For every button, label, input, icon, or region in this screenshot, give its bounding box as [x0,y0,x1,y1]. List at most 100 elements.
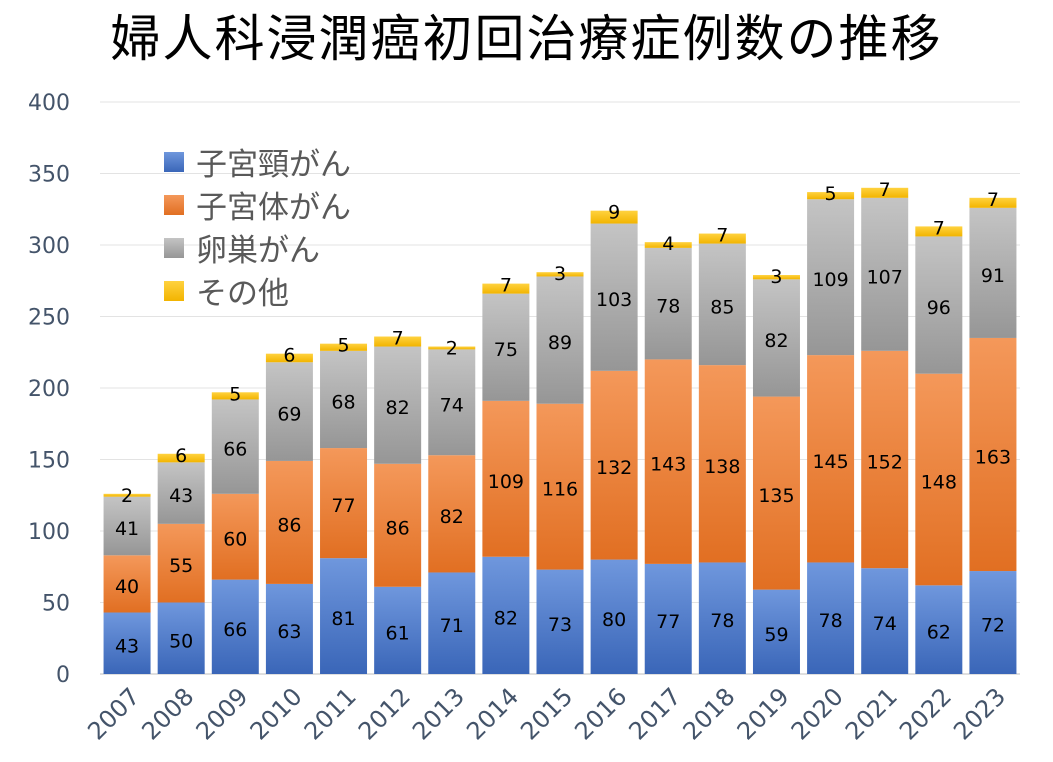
y-tick-label: 50 [42,592,70,617]
bar-segment [536,569,584,674]
data-label: 9 [608,202,620,224]
data-label: 82 [494,607,518,629]
x-tick-label: 2018 [678,682,741,745]
bar-segment [211,399,259,494]
data-label: 73 [548,614,572,636]
bar-segment [644,247,692,360]
data-label: 2 [121,485,133,507]
data-label: 116 [542,479,578,501]
data-label: 86 [386,517,410,539]
bar-segment [157,462,205,524]
data-label: 7 [933,217,945,239]
bar-segment [698,243,746,366]
bar-segment [482,400,530,557]
data-label: 69 [277,404,301,426]
data-label: 43 [169,485,193,507]
bar-segment [428,346,476,350]
bar-segment [590,370,638,560]
data-label: 71 [440,615,464,637]
bar-segment [211,579,259,674]
data-label: 135 [758,485,794,507]
bar-segment [374,346,422,464]
bar-segment [428,455,476,573]
data-label: 7 [392,328,404,350]
y-axis-labels: 0 50 100 150 200 250 300 350 400 [28,91,70,688]
y-tick-label: 300 [28,234,70,259]
data-label: 5 [229,383,241,405]
bar-segment [428,349,476,456]
bar-segment [320,558,368,674]
y-tick-label: 0 [56,663,70,688]
data-label: 74 [873,613,897,635]
bar-segment [482,283,530,294]
x-tick-label: 2013 [407,682,470,745]
bar-segment [915,373,963,586]
bar-segment [915,585,963,674]
bar-segment [265,353,313,363]
bar-segment [590,559,638,674]
legend-item-endometrial: 子宮体がん [164,183,351,226]
data-label: 66 [223,439,247,461]
bar-segment [807,355,855,563]
bar-segment [698,562,746,674]
bar-segment [861,568,909,674]
data-label: 75 [494,339,518,361]
chart-title: 婦人科浸潤癌初回治療症例数の推移 [110,10,943,68]
y-tick-label: 250 [28,306,70,331]
bar-segment [969,571,1017,674]
bar-segment [969,197,1017,208]
data-label: 82 [386,397,410,419]
bar-segment [320,448,368,559]
bar-segment [157,453,205,463]
legend: 子宮頸がん 子宮体がん 卵巣がん その他 [164,140,351,312]
bar-segment [103,496,151,556]
data-label: 55 [169,555,193,577]
bar-segment [807,192,855,200]
bar-segment [374,463,422,587]
data-label: 163 [975,446,1011,468]
data-label: 43 [115,635,139,657]
x-tick-label: 2012 [353,682,416,745]
data-label: 82 [440,506,464,528]
data-label: 78 [818,610,842,632]
bar-segment [103,493,151,497]
data-label: 148 [921,472,957,494]
data-label: 138 [704,456,740,478]
data-label: 7 [987,189,999,211]
bar-segment [807,199,855,356]
legend-swatch-endometrial [164,194,184,215]
bar-segment [915,226,963,237]
y-tick-label: 100 [28,520,70,545]
bar-segment [536,276,584,404]
data-label: 59 [764,624,788,646]
data-label: 50 [169,630,193,652]
bar-segment [861,187,909,198]
legend-label-ovarian: 卵巣がん [196,233,320,269]
bar-segment [698,365,746,563]
x-tick-label: 2017 [623,682,686,745]
data-label: 85 [710,296,734,318]
x-tick-label: 2008 [136,682,199,745]
data-label: 7 [879,179,891,201]
bar-segment [265,460,313,584]
data-label: 145 [812,451,848,473]
data-label: 78 [656,296,680,318]
bar-segment [482,293,530,401]
legend-item-other: その他 [164,269,351,312]
y-tick-label: 350 [28,163,70,188]
data-label: 3 [770,266,782,288]
data-label: 86 [277,514,301,536]
x-tick-label: 2015 [515,682,578,745]
bar-segment [752,279,800,397]
data-label: 109 [488,471,524,493]
data-label: 89 [548,332,572,354]
bar-segment [752,589,800,674]
bar-segment [969,207,1017,338]
x-tick-label: 2023 [948,682,1011,745]
bar-segment [103,612,151,674]
data-label: 152 [867,452,903,474]
bar-segment [644,359,692,564]
data-label: 2 [446,338,458,360]
bar-segment [157,602,205,674]
bar-segment [482,556,530,674]
